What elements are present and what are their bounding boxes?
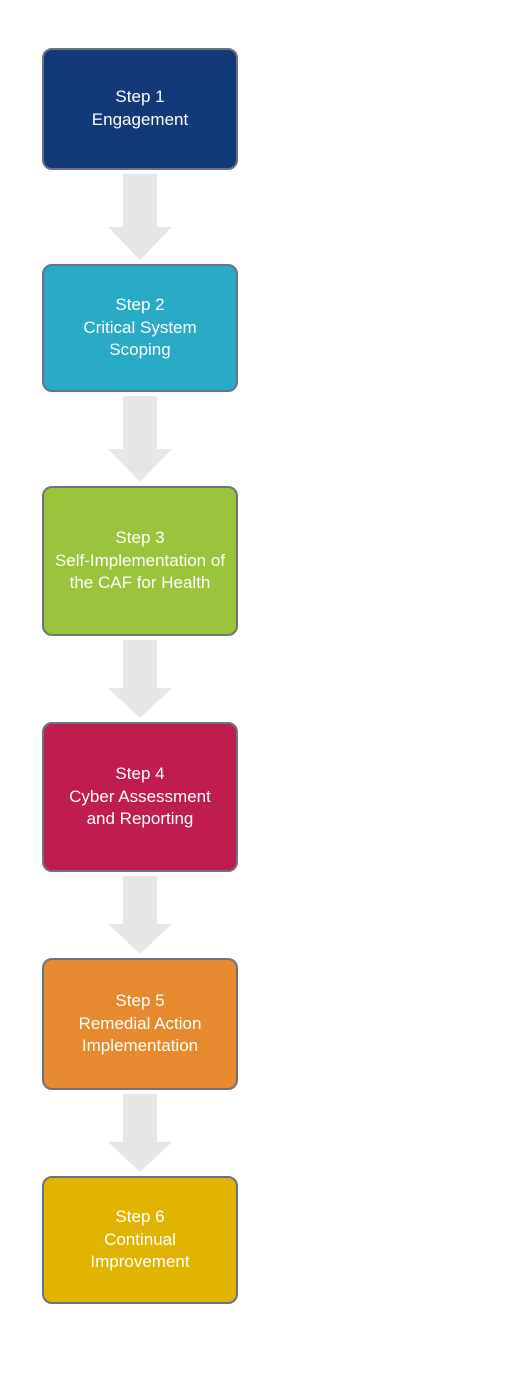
step-label: Engagement bbox=[92, 109, 188, 132]
step-box-5: Step 5Remedial Action Implementation bbox=[42, 958, 238, 1090]
step-title: Step 3 bbox=[115, 527, 164, 550]
down-arrow-icon bbox=[42, 1090, 238, 1176]
step-title: Step 6 bbox=[115, 1206, 164, 1229]
step-title: Step 1 bbox=[115, 86, 164, 109]
flowchart-container: Step 1Engagement Step 2Critical System Sc… bbox=[0, 0, 520, 1304]
step-box-4: Step 4Cyber Assessment and Reporting bbox=[42, 722, 238, 872]
step-label: Continual Improvement bbox=[54, 1229, 226, 1275]
step-label: Self-Implementation of the CAF for Healt… bbox=[54, 550, 226, 596]
step-title: Step 2 bbox=[115, 294, 164, 317]
down-arrow-icon bbox=[42, 636, 238, 722]
down-arrow-icon bbox=[42, 392, 238, 486]
step-label: Critical System Scoping bbox=[54, 317, 226, 363]
step-label: Cyber Assessment and Reporting bbox=[54, 786, 226, 832]
down-arrow-icon bbox=[42, 872, 238, 958]
step-title: Step 4 bbox=[115, 763, 164, 786]
step-title: Step 5 bbox=[115, 990, 164, 1013]
step-box-2: Step 2Critical System Scoping bbox=[42, 264, 238, 392]
step-box-1: Step 1Engagement bbox=[42, 48, 238, 170]
step-box-6: Step 6Continual Improvement bbox=[42, 1176, 238, 1304]
step-box-3: Step 3Self-Implementation of the CAF for… bbox=[42, 486, 238, 636]
down-arrow-icon bbox=[42, 170, 238, 264]
step-label: Remedial Action Implementation bbox=[54, 1013, 226, 1059]
